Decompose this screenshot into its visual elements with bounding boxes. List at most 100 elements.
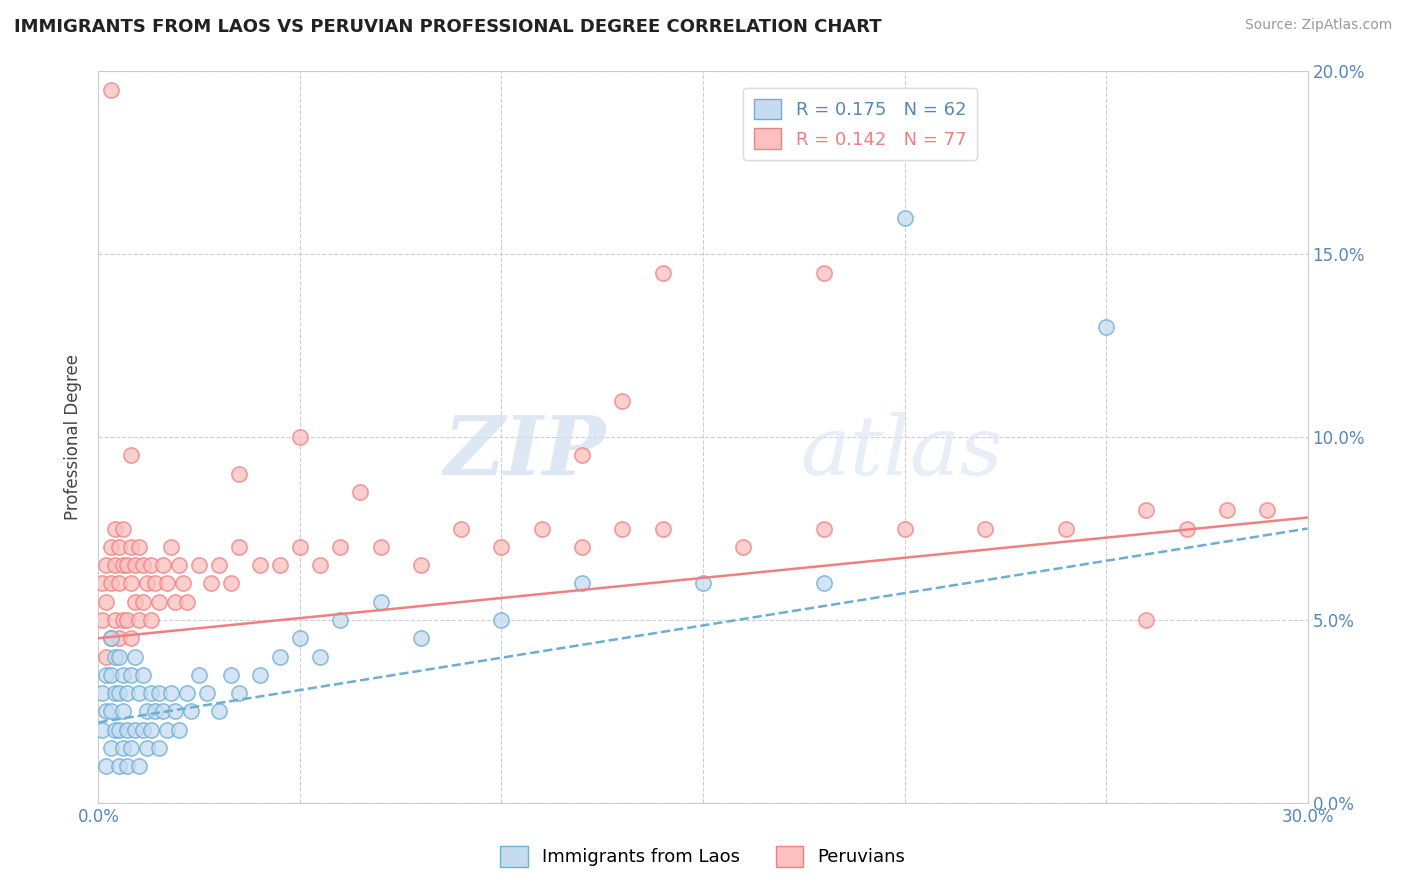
Point [974, 521, 997, 535]
Point [208, 705, 231, 719]
Point [228, 540, 250, 554]
Point [1216, 503, 1239, 517]
Point [329, 613, 352, 627]
Point [103, 521, 125, 535]
Point [132, 723, 155, 737]
Point [120, 448, 142, 462]
Point [128, 613, 150, 627]
Point [96, 649, 118, 664]
Point [135, 740, 157, 755]
Point [269, 558, 291, 573]
Text: atlas: atlas [800, 412, 1002, 491]
Point [200, 576, 222, 591]
Point [111, 667, 134, 681]
Point [107, 632, 129, 646]
Point [115, 686, 138, 700]
Point [288, 540, 311, 554]
Point [139, 686, 162, 700]
Point [132, 667, 155, 681]
Point [139, 613, 162, 627]
Point [152, 558, 174, 573]
Point [409, 558, 432, 573]
Point [651, 266, 673, 280]
Point [91, 723, 114, 737]
Point [228, 686, 250, 700]
Point [152, 705, 174, 719]
Point [100, 632, 122, 646]
Point [571, 540, 593, 554]
Point [107, 649, 129, 664]
Point [100, 540, 122, 554]
Point [111, 705, 134, 719]
Point [128, 686, 150, 700]
Point [571, 576, 593, 591]
Point [115, 723, 138, 737]
Point [733, 540, 755, 554]
Point [188, 558, 211, 573]
Point [120, 576, 142, 591]
Point [100, 740, 122, 755]
Point [148, 594, 170, 608]
Point [111, 740, 134, 755]
Point [1175, 521, 1198, 535]
Point [221, 576, 243, 591]
Point [893, 211, 915, 225]
Point [120, 632, 142, 646]
Point [132, 558, 155, 573]
Point [221, 667, 243, 681]
Point [491, 613, 513, 627]
Point [103, 558, 125, 573]
Point [156, 723, 179, 737]
Point [115, 613, 138, 627]
Point [124, 558, 146, 573]
Point [143, 705, 166, 719]
Point [132, 594, 155, 608]
Point [491, 540, 513, 554]
Point [135, 576, 157, 591]
Point [1095, 320, 1118, 334]
Point [96, 594, 118, 608]
Point [651, 521, 673, 535]
Point [530, 521, 553, 535]
Legend: Immigrants from Laos, Peruvians: Immigrants from Laos, Peruvians [494, 838, 912, 874]
Point [370, 594, 392, 608]
Point [115, 558, 138, 573]
Point [107, 540, 129, 554]
Point [249, 558, 271, 573]
Point [208, 558, 231, 573]
Point [120, 540, 142, 554]
Point [100, 667, 122, 681]
Point [124, 594, 146, 608]
Point [1135, 503, 1157, 517]
Point [612, 393, 634, 408]
Point [180, 705, 202, 719]
Text: IMMIGRANTS FROM LAOS VS PERUVIAN PROFESSIONAL DEGREE CORRELATION CHART: IMMIGRANTS FROM LAOS VS PERUVIAN PROFESS… [14, 18, 882, 36]
Point [107, 686, 129, 700]
Point [143, 576, 166, 591]
Point [176, 594, 198, 608]
Point [309, 558, 332, 573]
Point [103, 649, 125, 664]
Point [450, 521, 472, 535]
Point [91, 576, 114, 591]
Point [176, 686, 198, 700]
Y-axis label: Professional Degree: Professional Degree [65, 354, 83, 520]
Point [100, 632, 122, 646]
Point [139, 723, 162, 737]
Point [160, 540, 183, 554]
Point [103, 613, 125, 627]
Point [228, 467, 250, 481]
Text: Source: ZipAtlas.com: Source: ZipAtlas.com [1244, 18, 1392, 32]
Point [249, 667, 271, 681]
Point [813, 576, 835, 591]
Point [612, 521, 634, 535]
Point [1135, 613, 1157, 627]
Point [148, 740, 170, 755]
Point [370, 540, 392, 554]
Point [692, 576, 714, 591]
Point [115, 759, 138, 773]
Point [409, 632, 432, 646]
Point [288, 430, 311, 444]
Point [163, 705, 186, 719]
Point [111, 558, 134, 573]
